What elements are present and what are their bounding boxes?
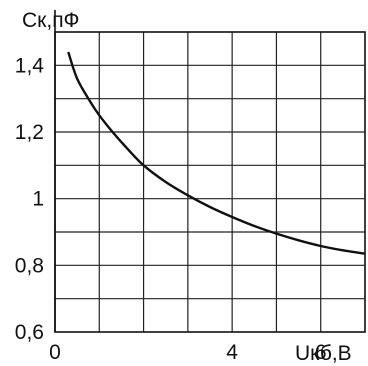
series-curve	[67, 51, 366, 255]
y-tick-label: 1,2	[15, 121, 44, 144]
grid	[55, 32, 365, 332]
x-tick-label: 4	[226, 341, 238, 364]
plot-frame	[54, 31, 366, 333]
series-layer	[67, 51, 366, 255]
y-tick-label: 1,4	[15, 54, 45, 77]
axes	[54, 10, 366, 333]
x-axis-label: Uкб,В	[295, 342, 352, 365]
y-tick-label: 1	[32, 188, 44, 211]
y-tick-label: 0,6	[15, 321, 44, 344]
tick-labels: 0,6 0,8 1 1,2 1,4 0 4 6	[15, 54, 327, 364]
x-tick-label: 0	[49, 341, 61, 364]
x-tick-label: 6	[315, 341, 327, 364]
y-tick-label: 0,8	[15, 254, 44, 277]
y-axis-label: Ск,пФ	[22, 9, 80, 32]
